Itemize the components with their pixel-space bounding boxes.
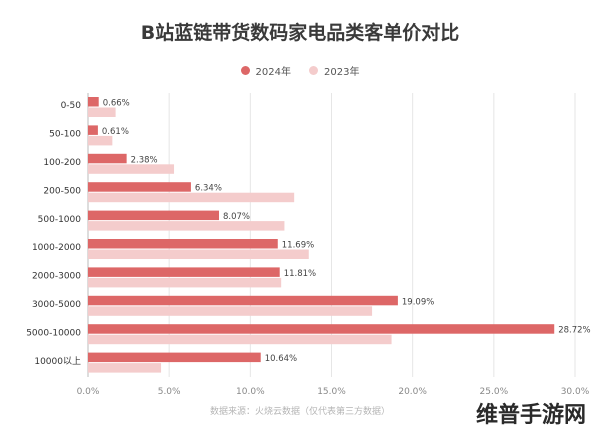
x-tick-label: 15.0% xyxy=(317,387,346,397)
bar-2023 xyxy=(88,107,116,117)
bar-2023 xyxy=(88,334,392,345)
bar-2024 xyxy=(88,153,127,164)
legend-label-2024: 2024年 xyxy=(255,67,291,78)
legend-item-2023: 2023年 xyxy=(309,63,359,78)
bar-2023 xyxy=(88,306,373,316)
bar-2024 xyxy=(88,267,280,277)
x-tick-label: 10.0% xyxy=(236,387,265,397)
data-label-2024: 6.34% xyxy=(195,184,222,194)
x-tick-label: 5.0% xyxy=(158,387,181,397)
bar-2023 xyxy=(88,363,162,373)
bar-2023 xyxy=(88,135,113,146)
source-note: 数据来源：火烧云数据（仅代表第三方数据） xyxy=(209,407,390,417)
bar-2024 xyxy=(88,352,261,363)
y-tick-label: 100-200 xyxy=(43,158,81,168)
bar-2024 xyxy=(88,324,555,334)
y-tick-label: 10000以上 xyxy=(34,356,81,367)
y-tick-label: 50-100 xyxy=(49,130,81,140)
bar-2023 xyxy=(88,164,175,174)
watermark: 维普手游网 xyxy=(475,403,586,428)
bar-2023 xyxy=(88,249,309,259)
data-label-2024: 28.72% xyxy=(558,326,590,336)
y-tick-label: 2000-3000 xyxy=(32,272,81,282)
legend-label-2023: 2023年 xyxy=(324,67,360,78)
bar-2024 xyxy=(88,295,398,306)
y-tick-label: 500-1000 xyxy=(38,215,82,225)
legend-item-2024: 2024年 xyxy=(240,63,291,78)
bar-2023 xyxy=(88,221,285,231)
bar-2024 xyxy=(88,239,278,249)
data-label-2024: 2.38% xyxy=(131,155,158,165)
data-label-2024: 8.07% xyxy=(223,212,250,222)
bar-2024 xyxy=(88,210,220,221)
data-label-2024: 10.64% xyxy=(265,354,297,364)
chart-legend: 2024年 2023年 xyxy=(0,63,600,78)
legend-swatch-2024 xyxy=(240,66,250,75)
x-tick-label: 25.0% xyxy=(480,387,509,397)
y-tick-label: 3000-5000 xyxy=(32,300,81,310)
bar-2023 xyxy=(88,277,282,288)
y-tick-label: 200-500 xyxy=(43,186,81,196)
data-label-2024: 19.09% xyxy=(402,297,434,307)
chart-title: B站蓝链带货数码家电品类客单价对比 xyxy=(140,22,460,44)
x-tick-label: 30.0% xyxy=(561,387,590,397)
y-tick-label: 0-50 xyxy=(61,101,82,111)
data-label-2024: 0.66% xyxy=(103,99,130,109)
x-tick-label: 0.0% xyxy=(77,387,100,397)
bar-2024 xyxy=(88,182,191,192)
y-tick-label: 1000-2000 xyxy=(32,243,81,253)
data-label-2024: 11.81% xyxy=(284,269,316,279)
data-label-2024: 11.69% xyxy=(282,241,314,251)
bar-2024 xyxy=(88,97,99,107)
x-tick-label: 20.0% xyxy=(398,387,427,397)
y-tick-label: 5000-10000 xyxy=(26,328,81,338)
data-label-2024: 0.61% xyxy=(102,127,129,137)
bar-2024 xyxy=(88,125,98,135)
bar-2023 xyxy=(88,192,295,203)
legend-swatch-2023 xyxy=(309,66,318,75)
